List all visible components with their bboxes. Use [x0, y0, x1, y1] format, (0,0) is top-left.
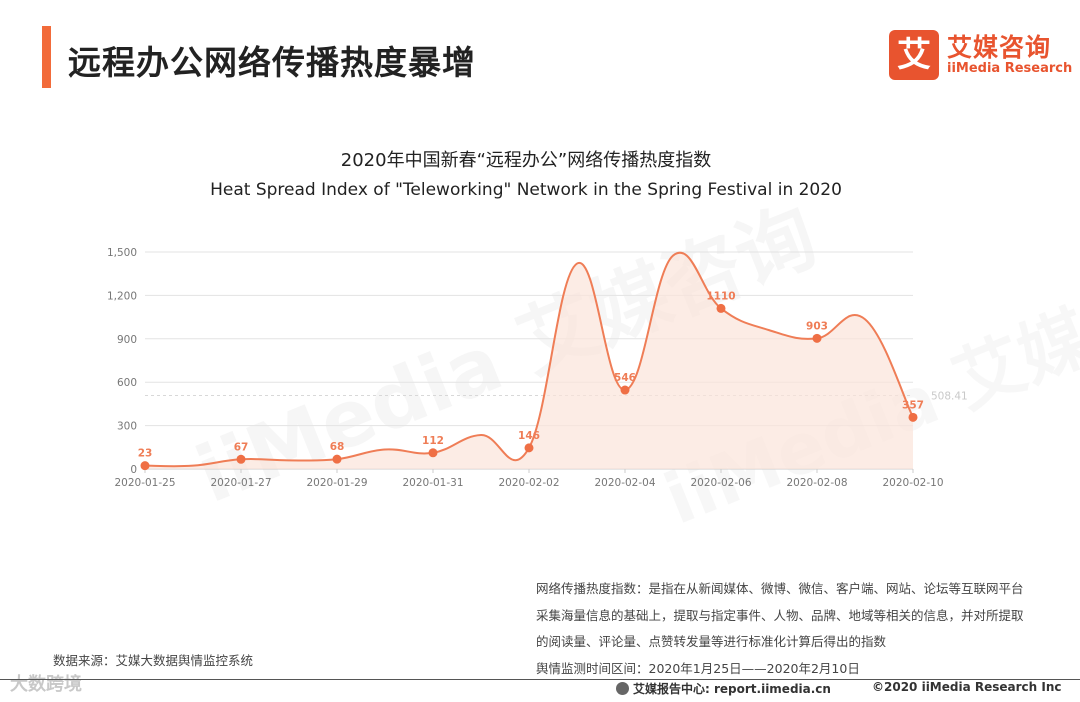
x-tick-label: 2020-01-31	[402, 477, 463, 489]
iimedia-logo: 艾 艾媒咨询 iiMedia Research	[889, 30, 1072, 84]
data-point	[716, 303, 726, 313]
logo-chinese-name: 艾媒咨询	[947, 33, 1052, 62]
data-point	[812, 333, 822, 343]
x-tick-label: 2020-01-27	[210, 477, 271, 489]
series-line	[144, 251, 914, 468]
logo-mark: 艾	[889, 30, 939, 80]
y-tick-label: 0	[130, 464, 137, 476]
note-line: 的阅读量、评论量、点赞转发量等进行标准化计算后得出的指数	[536, 634, 887, 649]
note-line: 网络传播热度指数：是指在从新闻媒体、微博、微信、客户端、网站、论坛等互联网平台	[536, 581, 1024, 596]
data-point	[524, 443, 534, 453]
chart-title: 2020年中国新春“远程办公”网络传播热度指数	[340, 150, 712, 171]
data-label: 546	[614, 372, 636, 384]
data-point	[908, 412, 918, 422]
data-point	[332, 454, 342, 464]
index-definition-note: 网络传播热度指数：是指在从新闻媒体、微博、微信、客户端、网站、论坛等互联网平台 …	[536, 576, 1068, 682]
x-tick-label: 2020-02-02	[498, 477, 559, 489]
footer-report-center-text: 艾媒报告中心: report.iimedia.cn	[633, 682, 831, 696]
x-tick-label: 2020-02-08	[786, 477, 847, 489]
x-tick-label: 2020-02-10	[882, 477, 943, 489]
corner-watermark: 大数跨境	[10, 674, 82, 695]
x-tick-label: 2020-01-29	[306, 477, 367, 489]
y-tick-label: 300	[117, 421, 137, 433]
data-label: 146	[518, 430, 540, 442]
footer-divider	[0, 679, 1080, 680]
y-tick-label: 600	[117, 377, 137, 389]
data-label: 112	[422, 435, 444, 447]
series-area	[145, 252, 913, 469]
data-point	[428, 448, 438, 458]
page-title: 远程办公网络传播热度暴增	[68, 43, 476, 82]
monitoring-period: 舆情监测时间区间：2020年1月25日——2020年2月10日	[536, 660, 860, 676]
data-label: 68	[330, 441, 345, 453]
footer-report-center: 艾媒报告中心: report.iimedia.cn	[616, 680, 831, 697]
data-label: 67	[234, 441, 249, 453]
data-point	[140, 461, 150, 471]
y-tick-label: 900	[117, 334, 137, 346]
chart-subtitle: Heat Spread Index of "Teleworking" Netwo…	[210, 180, 842, 200]
report-center-icon	[616, 682, 629, 695]
data-point	[620, 385, 630, 395]
data-label: 23	[138, 448, 153, 460]
data-label: 357	[902, 399, 924, 411]
note-line: 采集海量信息的基础上，提取与指定事件、人物、品牌、地域等相关的信息，并对所提取	[536, 607, 1024, 623]
footer-copyright: ©2020 iiMedia Research Inc	[872, 680, 1062, 694]
data-point	[236, 454, 246, 464]
y-tick-label: 1,200	[107, 290, 137, 302]
logo-english-name: iiMedia Research	[947, 61, 1073, 76]
data-source: 数据来源：艾媒大数据舆情监控系统	[53, 653, 254, 668]
x-tick-label: 2020-02-04	[594, 477, 655, 489]
x-tick-label: 2020-01-25	[114, 477, 175, 489]
y-tick-label: 1,500	[107, 247, 137, 259]
data-label: 1110	[706, 290, 735, 302]
data-label: 903	[806, 320, 828, 332]
reference-label: 508.41	[931, 390, 968, 402]
x-tick-label: 2020-02-06	[690, 477, 751, 489]
title-accent-bar	[42, 26, 51, 88]
